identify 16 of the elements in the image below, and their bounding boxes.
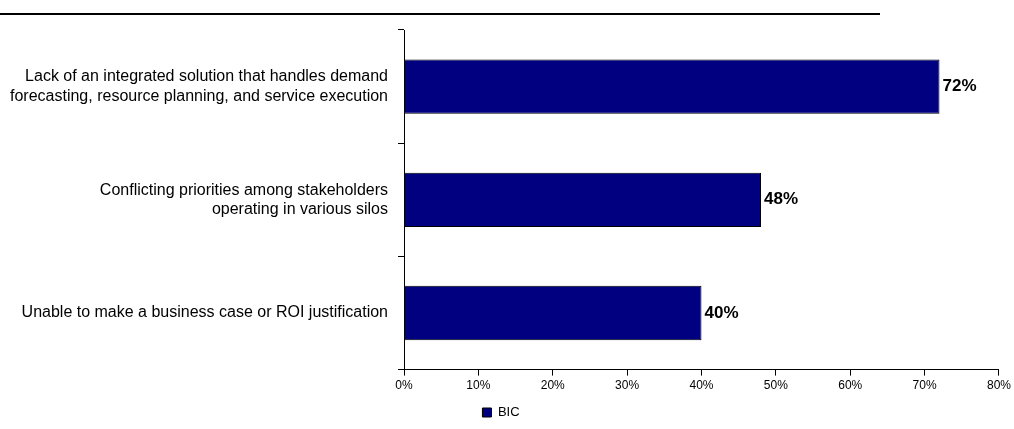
x-tick-label: 80% [986,378,1012,393]
y-tick-label: Lack of an integrated solution that handles demand forecasting, resource planning, and service execution [10,67,388,104]
data-label: 72% [942,76,977,96]
x-tick-label: 30% [615,378,640,393]
x-tick-label: 70% [912,378,937,393]
y-tick-label: Conflicting priorities among stakeholders operating in various silos [99,180,388,217]
legend-label: BIC [497,404,520,420]
data-label: 40% [704,302,739,322]
x-tick-label: 0% [395,378,413,393]
x-tick-label: 50% [763,378,789,393]
y-tick-label: Unable to make a business case or ROI justification [21,303,388,321]
x-tick-label: 40% [689,378,714,393]
x-tick-label: 60% [838,378,863,393]
x-tick-label: 20% [540,378,566,393]
data-label: 48% [763,189,799,209]
x-tick-label: 10% [466,378,491,393]
